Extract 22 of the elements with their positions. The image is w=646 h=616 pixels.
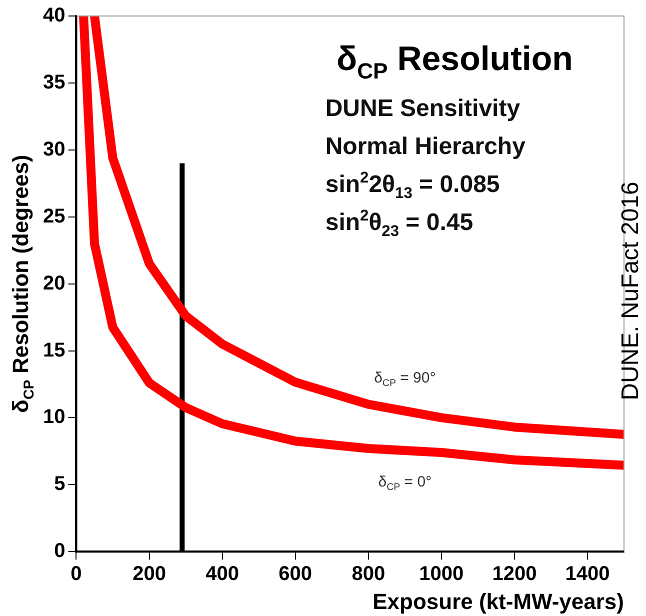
y-tick-label: 35	[42, 71, 66, 94]
y-tick-label: 10	[42, 406, 66, 428]
x-tick-label: 400	[206, 563, 239, 586]
y-tick-label: 5	[54, 473, 66, 496]
x-tick-label: 200	[132, 563, 166, 586]
y-tick-label: 0	[54, 540, 66, 562]
y-axis-title: δCP Resolution (degrees)	[8, 154, 38, 413]
x-tick-label: 1200	[492, 563, 537, 586]
annotation: DUNE Sensitivity	[325, 95, 521, 122]
x-tick-label: 0	[70, 563, 82, 586]
y-tick-label: 15	[42, 339, 66, 362]
y-tick-label: 30	[42, 138, 66, 160]
annotation: DUNE. NuFact 2016	[617, 182, 644, 400]
x-tick-label: 1000	[419, 563, 464, 586]
x-axis-title: Exposure (kt-MW-years)	[372, 588, 624, 614]
y-tick-label: 20	[42, 272, 66, 294]
y-tick-label: 25	[42, 205, 66, 228]
x-tick-label: 1400	[565, 563, 610, 586]
y-tick-label: 40	[42, 4, 66, 27]
x-tick-label: 800	[352, 563, 386, 586]
x-tick-label: 600	[278, 563, 312, 586]
annotation: Normal Hierarchy	[325, 133, 526, 160]
